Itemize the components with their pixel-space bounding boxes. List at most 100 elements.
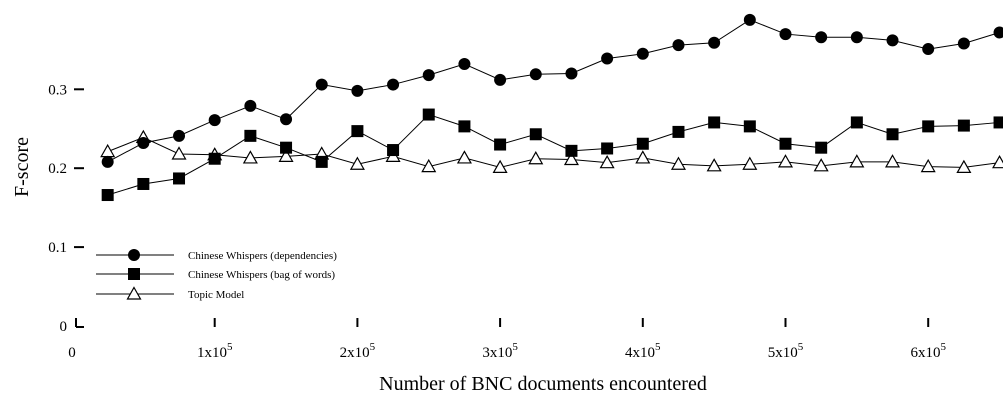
data-point [992,154,1003,169]
y-tick-label: 0.3 [48,82,67,98]
x-tick-mantissa: 2x10 [340,345,370,361]
data-point [351,84,364,97]
data-point [884,154,901,168]
legend-marker [128,268,140,280]
x-tick-exponent: 5 [940,341,946,353]
plot-area [100,13,1003,202]
data-point [101,155,114,168]
data-point [636,137,649,150]
data-point [244,129,257,142]
data-point [636,47,649,60]
data-point [529,68,542,81]
y-tick-label: 0 [60,319,68,335]
x-tick-mantissa: 1x10 [197,345,227,361]
series-line [107,136,1000,168]
data-point [886,34,899,47]
legend-marker [128,249,140,261]
x-tick-label: 4x105 [625,341,661,361]
data-point [278,148,294,162]
series-cw-bag-of-words [101,108,1003,202]
legend-label: Chinese Whispers (bag of words) [188,269,335,281]
data-point [529,128,542,141]
x-tick-mantissa: 3x10 [482,345,512,361]
data-point [492,159,508,174]
x-tick-exponent: 5 [512,341,518,353]
x-tick-exponent: 5 [227,341,233,353]
data-point [993,26,1003,39]
x-tick-label: 5x105 [768,341,804,361]
x-tick-exponent: 5 [798,341,804,353]
data-point [458,120,471,133]
data-point [957,37,970,50]
data-point [351,125,364,138]
x-tick-mantissa: 4x10 [625,345,655,361]
data-point [815,141,828,154]
data-point [706,158,722,172]
data-point [886,128,899,141]
data-point [670,156,687,170]
x-tick-label: 6x105 [910,341,946,361]
data-point [422,69,435,82]
legend-item-topic-model: Topic Model [96,286,244,301]
x-tick-exponent: 5 [655,341,661,353]
data-point [494,138,507,151]
data-point [743,13,756,26]
data-point [956,159,972,174]
series-cw-dependencies [101,13,1003,168]
data-point [494,73,507,86]
data-point [242,150,258,164]
y-axis-title: F-score [11,137,33,197]
data-point [599,154,615,169]
legend: Chinese Whispers (dependencies) Chinese W… [96,249,337,301]
x-axis-title: Number of BNC documents encountered [379,373,707,395]
data-point [565,144,578,157]
data-point [208,152,221,165]
data-point [456,150,472,164]
data-point [708,116,721,129]
y-ticks: 0 0.1 0.2 0.3 [48,82,84,335]
data-point [742,156,758,170]
x-tick-label: 0 [68,345,76,361]
data-point [672,39,685,52]
legend-item-cw-bag-of-words: Chinese Whispers (bag of words) [96,268,335,281]
data-point [635,150,651,164]
x-tick-label: 1x105 [197,341,233,361]
data-point [173,172,186,185]
data-point [815,31,828,44]
data-point [137,177,150,190]
data-point [922,120,935,133]
data-point [563,151,579,166]
legend-marker [126,286,142,300]
data-point [957,119,970,132]
data-point [422,108,435,121]
data-point [387,78,400,91]
legend-label: Chinese Whispers (dependencies) [188,250,337,262]
data-point [779,137,792,150]
x-tick-exponent: 5 [370,341,376,353]
data-point [349,156,365,170]
x-tick-label: 3x105 [482,341,518,361]
data-point [315,78,328,91]
y-tick-label: 0.2 [48,161,67,177]
axes [75,318,84,328]
data-point [421,158,437,173]
x-tick-mantissa: 6x10 [910,345,940,361]
data-point [137,136,150,149]
data-point [779,28,792,41]
series-line [107,19,1000,163]
data-point [850,31,863,44]
data-point [993,116,1003,129]
data-point [565,67,578,80]
x-tick-mantissa: 0 [68,345,76,361]
data-point [528,151,544,165]
data-point [315,155,328,168]
data-point [777,154,794,168]
data-point [743,120,756,133]
data-point [672,125,685,138]
series-line [107,113,1000,196]
x-tick-label: 2x105 [340,341,376,361]
data-point [100,143,116,158]
data-point [850,116,863,129]
data-point [244,99,257,112]
